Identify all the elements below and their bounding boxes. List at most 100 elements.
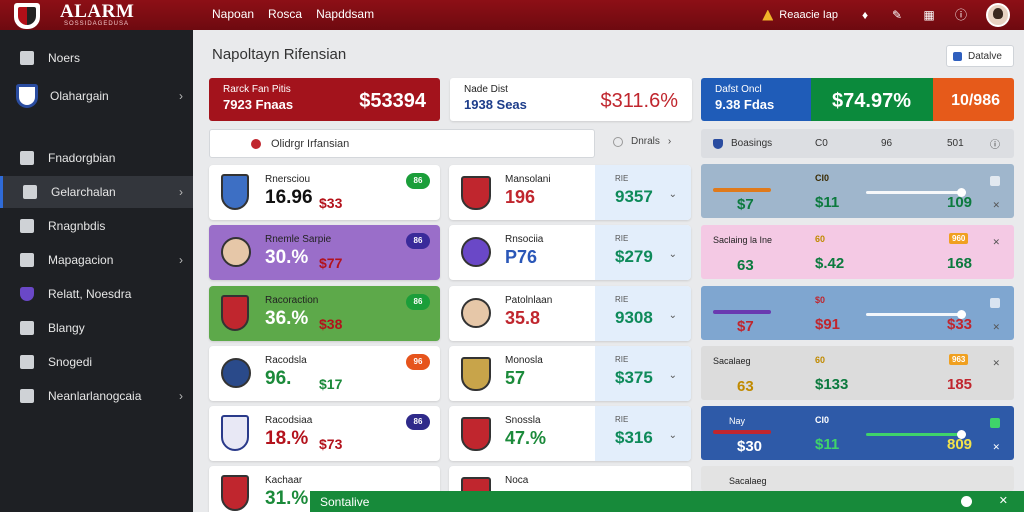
match-panel: RIE $375 ⌄	[595, 346, 691, 401]
bottom-label: Sontalive	[320, 494, 370, 509]
close-icon[interactable]: ✕	[992, 442, 1000, 452]
expand-icon[interactable]	[990, 298, 1000, 308]
team-badge[interactable]: 86	[406, 173, 430, 189]
team-badge[interactable]: 86	[406, 294, 430, 310]
match-card[interactable]: Monosla 57 RIE $375 ⌄	[449, 346, 691, 401]
info-icon[interactable]: ⓘ	[990, 140, 1000, 151]
send-icon	[20, 321, 34, 335]
notification-button[interactable]: Reaacie Iap	[762, 9, 838, 21]
standings-row[interactable]: $0 $91 $33 $7 ✕	[701, 286, 1014, 340]
row-a: 60	[815, 355, 826, 365]
nav-link-2[interactable]: Rosca	[268, 7, 303, 21]
sidebar-item-blangy[interactable]: Blangy	[0, 312, 193, 344]
club-logo-icon	[461, 237, 491, 267]
club-logo-icon[interactable]	[14, 3, 40, 29]
user-avatar[interactable]	[986, 3, 1010, 27]
bottom-status-bar[interactable]: Sontalive ✕	[310, 491, 1024, 512]
sidebar-item-schedule[interactable]: Neanlarlanogcaia ›	[0, 380, 193, 412]
search-input[interactable]: Olidrgr Irfansian	[209, 129, 595, 158]
sidebar: Noers Olahargain › Fnadorgbian Gelarchal…	[0, 30, 193, 512]
status-icon[interactable]	[961, 496, 972, 507]
standings-row[interactable]: Nay Cl0 $11 809 $30 ✕	[701, 406, 1014, 460]
slider[interactable]	[866, 310, 966, 319]
nav-link-1[interactable]: Napoan	[212, 7, 255, 21]
sidebar-item-home[interactable]: Noers	[0, 42, 193, 74]
club-crest-icon	[221, 475, 249, 511]
team-value: 31.%	[265, 488, 309, 509]
team-badge[interactable]: 86	[406, 414, 430, 430]
stat-value: 9.38 Fdas	[715, 97, 775, 112]
nav-link-3[interactable]: Napddsam	[316, 7, 375, 21]
row-a: Cl0	[815, 173, 830, 183]
grid-icon	[23, 185, 37, 199]
close-icon[interactable]: ✕	[992, 200, 1000, 210]
sidebar-item-map[interactable]: Mapagacion ›	[0, 244, 193, 276]
team-card[interactable]: Rnemle Sarpie 30.% $77 86	[209, 225, 440, 280]
edit-icon[interactable]: ✎	[891, 8, 903, 22]
expand-icon[interactable]	[990, 418, 1000, 428]
chevron-down-icon[interactable]: ⌄	[668, 310, 677, 321]
row-b: $.42	[815, 255, 845, 272]
bell-icon[interactable]: ♦	[861, 8, 869, 22]
match-card[interactable]: Snossla 47.% RIE $316 ⌄	[449, 406, 691, 461]
slider[interactable]	[866, 188, 966, 197]
match-panel: RIE $316 ⌄	[595, 406, 691, 461]
team-card[interactable]: Rnersciou 16.96 $33 86	[209, 165, 440, 220]
match-name: Patolnlaan	[505, 295, 553, 306]
close-icon[interactable]: ✕	[992, 358, 1000, 368]
standings-row[interactable]: Sacalaeg	[701, 466, 1014, 491]
row-left: $7	[737, 318, 754, 335]
chevron-down-icon[interactable]: ⌄	[668, 189, 677, 200]
standings-row[interactable]: Saclaing la Ine 60 $.42 168 960 63 ✕	[701, 225, 1014, 279]
team-name: Rnersciou	[265, 174, 311, 185]
badge-icon	[20, 287, 34, 301]
sidebar-item-club[interactable]: Olahargain ›	[0, 78, 193, 114]
sidebar-item-snogedi[interactable]: Snogedi	[0, 346, 193, 378]
chevron-down-icon[interactable]: ⌄	[668, 249, 677, 260]
data-button[interactable]: Datalve	[946, 45, 1014, 67]
close-icon[interactable]: ✕	[992, 237, 1000, 247]
sidebar-item-relations[interactable]: Relatt, Noesdra	[0, 278, 193, 310]
expand-icon[interactable]	[990, 176, 1000, 186]
stat-card-blue[interactable]: Dafst Oncl 9.38 Fdas	[701, 78, 811, 121]
stat-card-fans[interactable]: Rarck Fan Pitis 7923 Fnaas $53394	[209, 78, 440, 121]
row-b: $11	[815, 194, 840, 211]
chevron-down-icon[interactable]: ⌄	[668, 370, 677, 381]
brand-name[interactable]: ALARM	[60, 1, 135, 22]
stat-big: $74.97%	[832, 90, 911, 112]
team-card[interactable]: Racodsla 96. $17 96	[209, 346, 440, 401]
sidebar-item-label: Blangy	[48, 321, 85, 335]
team-card[interactable]: Racodsiaa 18.% $73 86	[209, 406, 440, 461]
close-icon[interactable]: ✕	[992, 322, 1000, 332]
chevron-down-icon[interactable]: ⌄	[668, 430, 677, 441]
stat-card-orange[interactable]: 10/986	[933, 78, 1014, 121]
filter-dropdown[interactable]: Dnrals ›	[613, 136, 671, 147]
sidebar-item-overview[interactable]: Gelarchalan ›	[0, 176, 193, 208]
standings-row[interactable]: Cl0 $11 109 $7 ✕	[701, 164, 1014, 218]
team-value: 96.	[265, 368, 292, 389]
match-card[interactable]: Patolnlaan 35.8 RIE 9308 ⌄	[449, 286, 691, 341]
close-icon[interactable]: ✕	[998, 495, 1008, 507]
match-card[interactable]: Mansolani 196 RIE 9357 ⌄	[449, 165, 691, 220]
sidebar-item-reports[interactable]: Rnagnbdis	[0, 210, 193, 242]
calendar-icon[interactable]: ▦	[923, 8, 935, 22]
stat-big: 10/986	[951, 92, 1000, 109]
info-icon[interactable]: ⓘ	[954, 8, 967, 22]
slider[interactable]	[866, 430, 966, 439]
standings-row[interactable]: Sacalaeg 60 $133 185 963 63 ✕	[701, 346, 1014, 400]
list-icon	[20, 355, 34, 369]
top-nav: Napoan Rosca Napddsam	[212, 7, 374, 21]
team-small: $17	[319, 376, 343, 392]
match-panel: RIE $279 ⌄	[595, 225, 691, 280]
sidebar-item-label: Neanlarlanogcaia	[48, 389, 142, 403]
stat-card-dist[interactable]: Nade Dist 1938 Seas $311.6%	[450, 78, 692, 121]
team-badge[interactable]: 86	[406, 233, 430, 249]
team-badge[interactable]: 96	[406, 354, 430, 370]
team-card[interactable]: Racoraction 36.% $38 86	[209, 286, 440, 341]
team-value: 18.%	[265, 428, 309, 449]
stat-card-green[interactable]: $74.97%	[811, 78, 933, 121]
sidebar-item-finance[interactable]: Fnadorgbian	[0, 142, 193, 174]
search-placeholder: Olidrgr Irfansian	[271, 137, 350, 150]
match-card[interactable]: Rnsociia P76 RIE $279 ⌄	[449, 225, 691, 280]
standings-col-3: 501	[947, 138, 964, 149]
